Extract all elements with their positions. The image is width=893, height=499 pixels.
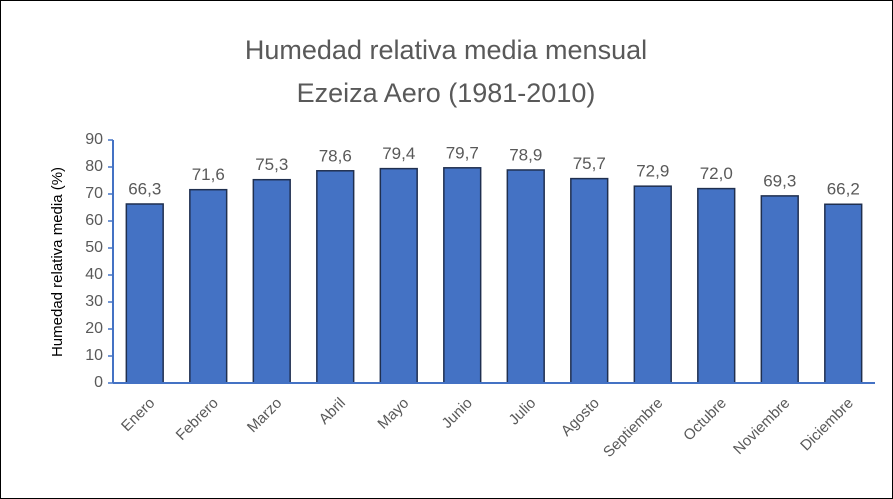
bar [570, 177, 609, 384]
bar [125, 203, 164, 384]
y-tick-label: 20 [85, 320, 103, 337]
chart-title: Humedad relativa media mensual [245, 35, 647, 65]
value-label: 78,9 [509, 145, 542, 164]
y-tick-label: 10 [85, 347, 103, 364]
value-label: 72,9 [636, 162, 669, 181]
y-tick-label: 60 [85, 212, 103, 229]
value-label: 69,3 [763, 171, 796, 190]
bar [824, 203, 863, 384]
value-label: 71,6 [192, 165, 225, 184]
value-label: 75,3 [255, 155, 288, 174]
value-label: 72,0 [700, 164, 733, 183]
y-tick-label: 70 [85, 185, 103, 202]
y-tick-label: 0 [94, 374, 103, 391]
y-tick-label: 50 [85, 239, 103, 256]
bar [252, 178, 291, 384]
bar [189, 188, 228, 384]
y-tick-label: 40 [85, 266, 103, 283]
bar [379, 167, 418, 384]
bar [443, 167, 482, 384]
value-label: 66,2 [827, 180, 860, 199]
y-tick-label: 30 [85, 293, 103, 310]
value-label: 79,7 [446, 143, 479, 162]
value-label: 79,4 [382, 144, 415, 163]
bar [697, 187, 736, 384]
y-axis-label: Humedad relativa media (%) [49, 167, 66, 357]
chart-subtitle: Ezeiza Aero (1981-2010) [297, 78, 596, 108]
y-tick-label: 80 [85, 158, 103, 175]
bar [506, 169, 545, 384]
value-label: 75,7 [573, 154, 606, 173]
bar [760, 195, 799, 384]
y-tick-label: 90 [85, 131, 103, 148]
bar [316, 170, 355, 384]
value-label: 66,3 [128, 179, 161, 198]
value-label: 78,6 [319, 146, 352, 165]
bar [633, 185, 672, 384]
